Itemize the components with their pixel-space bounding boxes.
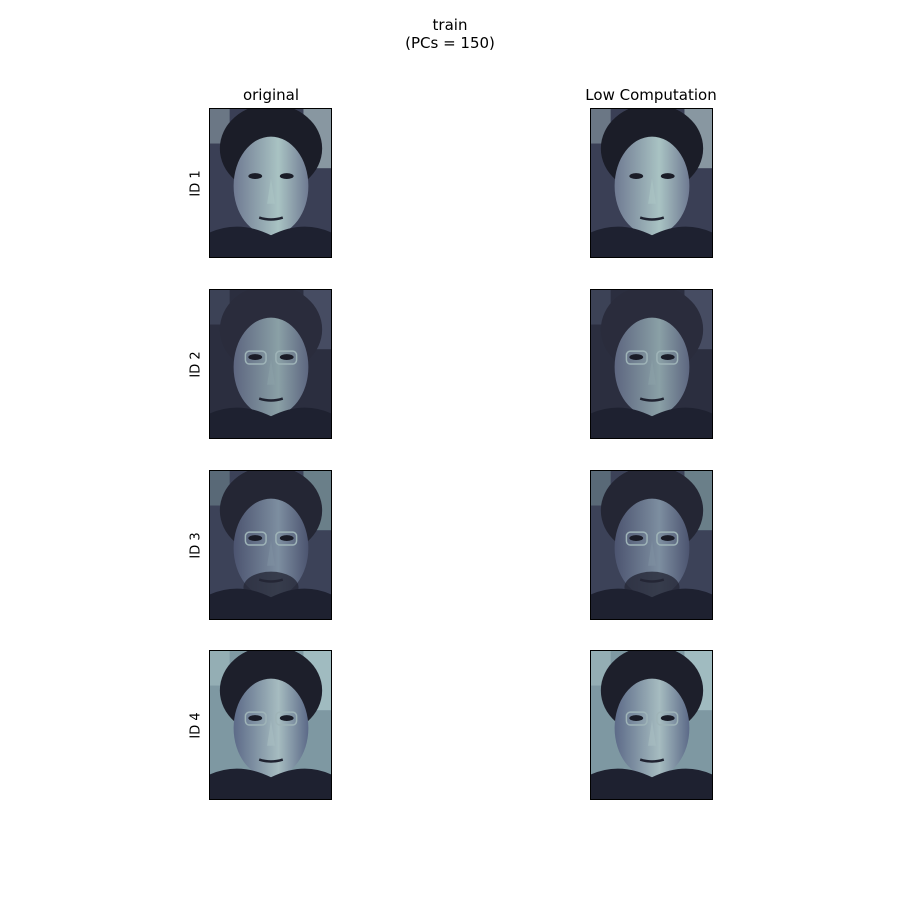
title-line-2: (PCs = 150) — [405, 34, 495, 52]
row-label-id-1: ID 1 — [188, 170, 204, 197]
face-portrait-svg — [591, 290, 712, 438]
face-image-reconstructed-id-3 — [590, 470, 713, 620]
face-image-original-id-1 — [209, 108, 332, 258]
title-line-1: train — [432, 16, 468, 34]
face-image-reconstructed-id-2 — [590, 289, 713, 439]
face-portrait-svg — [591, 109, 712, 257]
face-portrait-svg — [210, 651, 331, 799]
column-title-low-computation: Low Computation — [585, 86, 717, 104]
face-portrait-svg — [591, 651, 712, 799]
face-portrait-svg — [210, 471, 331, 619]
column-title-original: original — [242, 86, 300, 104]
face-image-original-id-2 — [209, 289, 332, 439]
row-label-id-4: ID 4 — [188, 712, 204, 739]
row-label-id-3: ID 3 — [188, 532, 204, 559]
face-image-original-id-4 — [209, 650, 332, 800]
row-label-id-2: ID 2 — [188, 351, 204, 378]
face-portrait-svg — [210, 290, 331, 438]
face-portrait-svg — [591, 471, 712, 619]
face-image-reconstructed-id-1 — [590, 108, 713, 258]
face-image-reconstructed-id-4 — [590, 650, 713, 800]
face-image-original-id-3 — [209, 470, 332, 620]
face-portrait-svg — [210, 109, 331, 257]
